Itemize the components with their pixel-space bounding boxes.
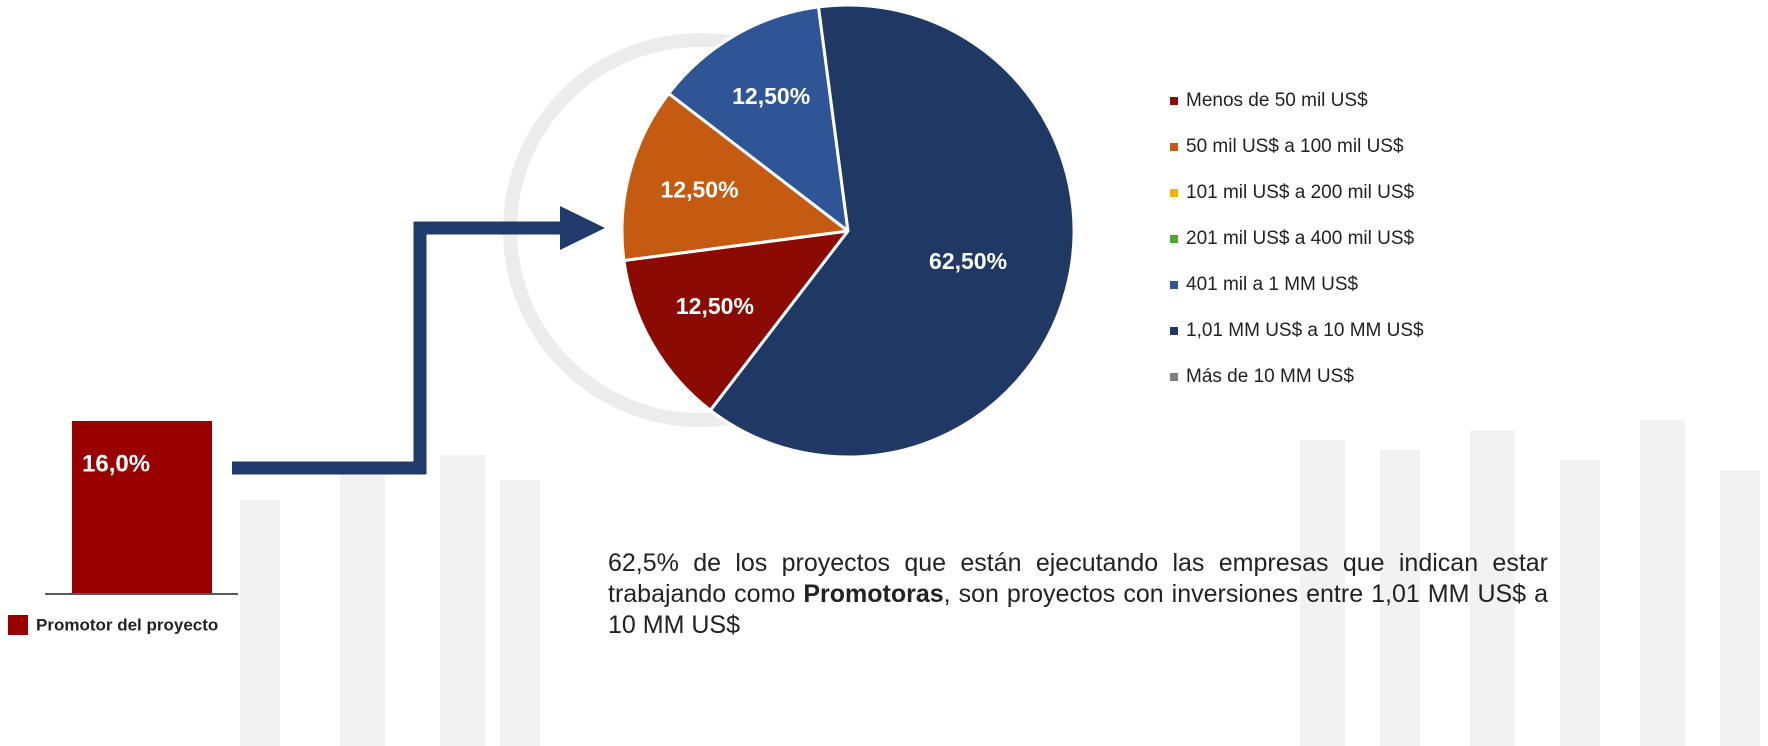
legend-swatch: [8, 615, 28, 635]
legend-swatch: [1170, 281, 1178, 289]
legend-label: 1,01 MM US$ a 10 MM US$: [1186, 320, 1424, 341]
legend-label: Promotor del proyecto: [36, 615, 218, 634]
arrow: [232, 206, 605, 475]
bar: [72, 421, 212, 593]
legend-label: Menos de 50 mil US$: [1186, 90, 1368, 111]
legend-label: 50 mil US$ a 100 mil US$: [1186, 136, 1404, 157]
slice-label: 12,50%: [732, 83, 810, 109]
legend-swatch: [1170, 189, 1178, 197]
legend-label: 101 mil US$ a 200 mil US$: [1186, 182, 1415, 203]
pie-slice: [622, 229, 852, 413]
legend-label: Más de 10 MM US$: [1186, 366, 1354, 387]
slice-label: 62,50%: [929, 248, 1007, 274]
caption-text: 62,5% de los proyectos que están ejecuta…: [608, 549, 1548, 608]
caption: 62,5% de los proyectos que están ejecuta…: [608, 548, 1548, 641]
caption-bold: Promotoras: [803, 580, 944, 608]
bar-value-label: 16,0%: [82, 450, 150, 477]
legend-swatch: [1170, 373, 1178, 381]
slice-label: 12,50%: [661, 176, 739, 202]
legend-swatch: [1170, 143, 1178, 151]
caption-text: , son proyectos con inversiones entre 1,…: [608, 580, 1548, 639]
legend-label: 201 mil US$ a 400 mil US$: [1186, 228, 1415, 249]
slice-label: 12,50%: [676, 293, 754, 319]
legend-swatch: [1170, 235, 1178, 243]
legend-swatch: [1170, 327, 1178, 335]
pie-slice: [666, 5, 850, 235]
pie-slice: [620, 91, 852, 263]
legend-label: 401 mil a 1 MM US$: [1186, 274, 1359, 295]
legend-swatch: [1170, 97, 1178, 105]
pie-slice: [708, 3, 1076, 459]
